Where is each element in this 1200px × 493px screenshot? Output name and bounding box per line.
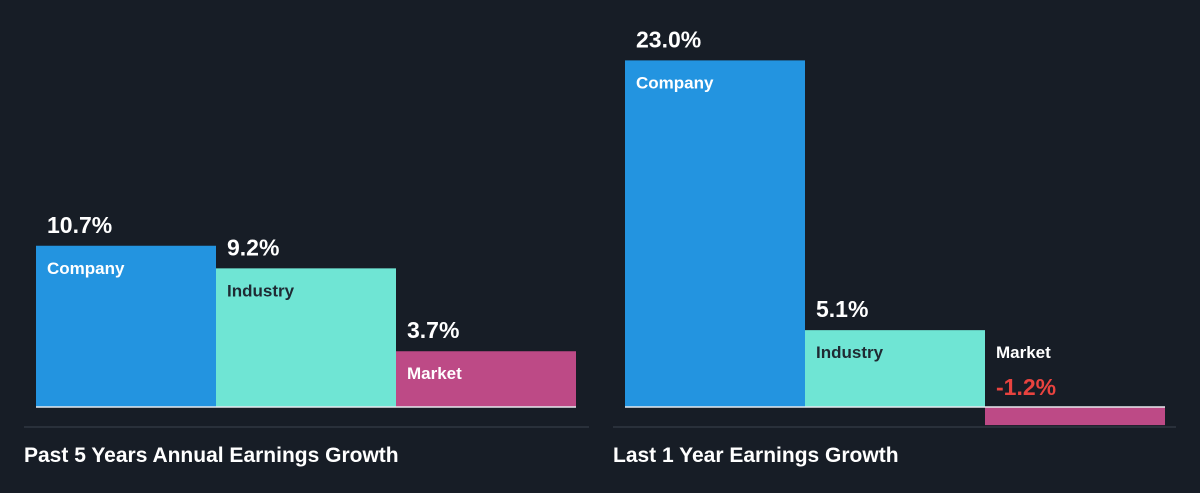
bar-market-last-1-year (985, 407, 1165, 426)
bar-industry-last-1-year (805, 330, 985, 407)
category-label-market-past-5-years: Market (407, 364, 462, 383)
bar-market-past-5-years (396, 351, 576, 407)
value-label-industry-past-5-years: 9.2% (227, 234, 279, 260)
category-label-industry-past-5-years: Industry (227, 281, 295, 300)
category-label-company-last-1-year: Company (636, 73, 714, 92)
chart-title-last-1-year: Last 1 Year Earnings Growth (613, 444, 899, 467)
value-label-market-last-1-year: -1.2% (996, 374, 1056, 400)
bar-company-last-1-year (625, 60, 805, 407)
value-label-industry-last-1-year: 5.1% (816, 296, 868, 322)
chart-title-past-5-years: Past 5 Years Annual Earnings Growth (24, 444, 399, 467)
category-label-company-past-5-years: Company (47, 259, 125, 278)
value-label-market-past-5-years: 3.7% (407, 317, 459, 343)
category-label-industry-last-1-year: Industry (816, 343, 884, 362)
value-label-company-past-5-years: 10.7% (47, 212, 112, 238)
value-label-company-last-1-year: 23.0% (636, 26, 701, 52)
bar-company-past-5-years (36, 245, 216, 407)
bar-industry-past-5-years (216, 268, 396, 407)
category-label-market-last-1-year: Market (996, 343, 1051, 362)
